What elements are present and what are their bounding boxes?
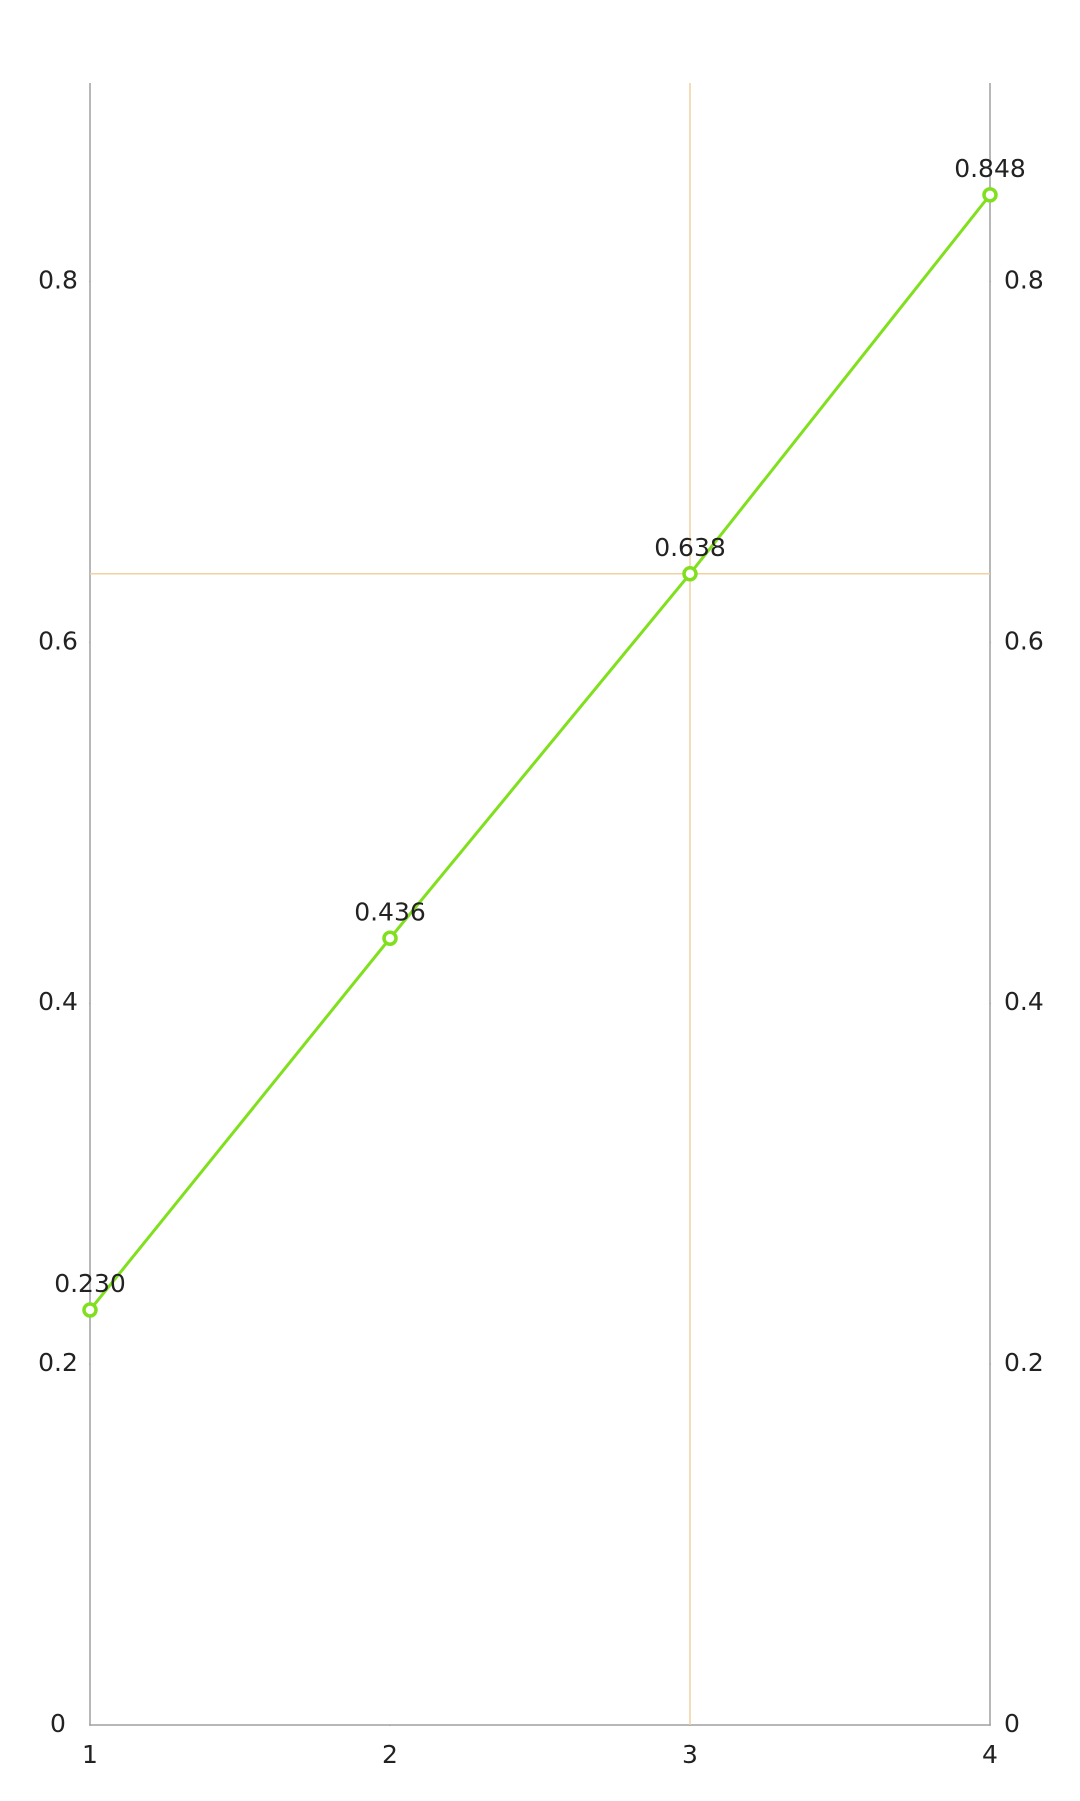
data-label: 0.436 [354, 897, 426, 926]
point [982, 187, 998, 203]
data-label: 0.848 [954, 154, 1026, 183]
y-tick-label: 0.2 [38, 1348, 78, 1377]
point [682, 566, 698, 582]
x-tick-label: 2 [382, 1740, 398, 1769]
y-tick-label: 0 [50, 1709, 66, 1738]
x-tick-label: 4 [982, 1740, 998, 1769]
y2-tick-label: 0.2 [1004, 1348, 1044, 1377]
point [82, 1302, 98, 1318]
y2-tick-label: 0 [1004, 1709, 1020, 1738]
y2-tick-label: 0.8 [1004, 265, 1044, 294]
data-label: 0.638 [654, 533, 726, 562]
line-series [88, 193, 992, 1311]
y-tick-label: 0.8 [38, 265, 78, 294]
y2-tick-label: 0.6 [1004, 626, 1044, 655]
y-tick-label: 0.6 [38, 626, 78, 655]
data-label: 0.230 [54, 1269, 126, 1298]
x-tick-label: 3 [682, 1740, 698, 1769]
y-tick-label: 0.4 [38, 987, 78, 1016]
x-tick-label: 1 [82, 1740, 98, 1769]
y2-tick-label: 0.4 [1004, 987, 1044, 1016]
point [382, 930, 398, 947]
